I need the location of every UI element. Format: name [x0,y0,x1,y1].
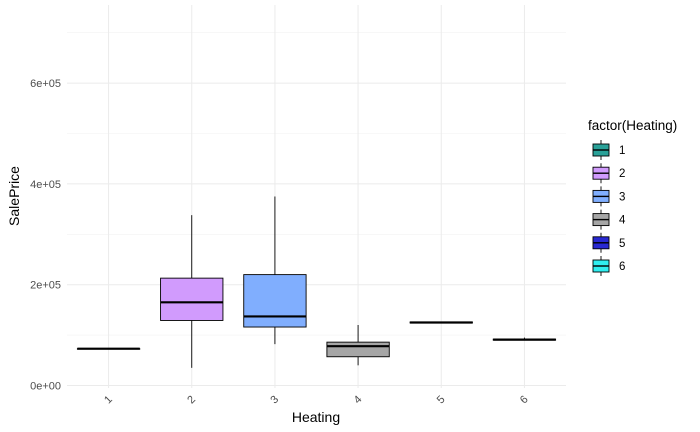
legend: factor(Heating) 1 2 3 4 5 6 [588,118,677,276]
grid [67,5,566,388]
legend-title: factor(Heating) [588,118,677,133]
box-5 [409,321,473,324]
legend-item-1: 1 [592,140,625,160]
legend-label: 3 [619,191,625,203]
legend-items: 1 2 3 4 5 6 [592,140,626,276]
legend-label: 4 [619,215,626,227]
legend-label: 2 [619,168,625,180]
box-4 [326,325,390,366]
x-tick-label: 2 [185,394,198,407]
y-tick-label: 6e+05 [30,78,61,90]
x-tick-label: 1 [102,394,115,407]
x-tick-label: 5 [435,394,448,407]
legend-label: 5 [619,238,625,250]
x-axis-ticks: 1 2 3 4 5 6 [102,394,531,407]
y-axis-ticks: 0e+00 2e+05 4e+05 6e+05 [30,78,61,392]
x-axis-title: Heating [292,409,340,425]
x-tick-label: 3 [268,394,281,407]
legend-item-6: 6 [592,256,625,276]
box-2 [160,215,224,368]
legend-item-4: 4 [592,209,626,230]
x-tick-label: 6 [518,394,531,407]
legend-item-5: 5 [592,232,625,253]
legend-item-2: 2 [592,163,625,184]
y-axis-title: SalePrice [6,166,22,226]
legend-label: 6 [619,261,625,273]
box-body [243,274,307,328]
box-1 [76,347,141,350]
box-body [326,341,390,358]
legend-item-3: 3 [592,186,625,207]
boxes [76,196,557,368]
legend-label: 1 [619,145,625,157]
box-body [160,277,224,321]
y-tick-label: 2e+05 [30,280,61,292]
box-3 [243,196,307,345]
y-tick-label: 4e+05 [30,179,61,191]
box-6 [492,337,557,341]
y-tick-label: 0e+00 [30,380,61,392]
x-tick-label: 4 [352,394,365,407]
